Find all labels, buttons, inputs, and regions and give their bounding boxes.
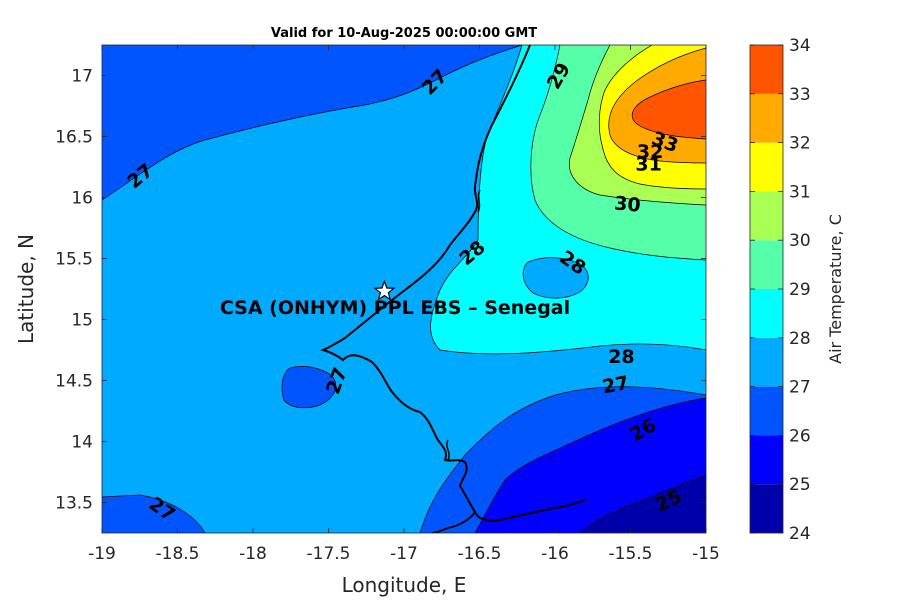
colorbar-tick-label: 28: [789, 329, 811, 349]
colorbar-tick-label: 26: [789, 426, 811, 446]
contour-line-27-north: [102, 45, 523, 201]
colorbar-tick-label: 29: [789, 280, 811, 300]
colorbar-label: Air Temperature, C: [826, 214, 845, 364]
colorbar: 24 25 26 27 28 29 30 31 32 33 34: [749, 36, 811, 544]
contour-line-28-lens: [522, 257, 589, 299]
colorbar-tick-label: 31: [789, 182, 811, 202]
contour-label: 30: [613, 192, 641, 216]
colorbar-segment: [750, 142, 783, 192]
colorbar-tick-label: 25: [789, 475, 811, 495]
y-tick-label: 14: [71, 433, 93, 453]
colorbar-tick-label: 32: [789, 134, 811, 154]
x-tick-label: -18: [239, 544, 267, 564]
y-tick-label: 16: [71, 189, 93, 209]
colorbar-tick-label: 33: [789, 85, 811, 105]
chart-title: Valid for 10-Aug-2025 00:00:00 GMT: [271, 26, 537, 41]
colorbar-segment: [750, 386, 783, 436]
y-axis-label: Latitude, N: [14, 234, 38, 344]
x-tick-label: -18.5: [156, 544, 200, 564]
x-tick-label: -15: [692, 544, 720, 564]
y-tick-label: 17: [71, 67, 93, 87]
colorbar-segment: [750, 45, 783, 94]
x-tick-label: -17.5: [307, 544, 351, 564]
colorbar-segment: [750, 484, 783, 533]
contour-line-27-south: [419, 386, 706, 533]
coastline: [319, 45, 586, 522]
contour-label: 32: [637, 141, 663, 163]
contour-label: 28: [608, 346, 634, 368]
colorbar-segment: [750, 337, 783, 387]
colorbar-segment: [750, 240, 783, 289]
y-tick-label: 15: [71, 311, 93, 331]
y-tick-label: 14.5: [55, 372, 93, 392]
colorbar-tick-label: 27: [789, 378, 811, 398]
x-tick-label: -19: [88, 544, 116, 564]
site-annotation: CSA (ONHYM) PPL EBS – Senegal: [220, 297, 570, 319]
colorbar-segment: [750, 191, 783, 241]
star-marker: [373, 279, 396, 301]
x-axis-ticks: -19 -18.5 -18 -17.5 -17 -16.5 -16 -15.5 -15: [88, 45, 720, 564]
temp-band-33-34: [632, 80, 706, 139]
colorbar-tick-label: 34: [789, 36, 811, 56]
coastline-gambia: [446, 189, 481, 461]
x-tick-label: -17: [390, 544, 418, 564]
contour-line-27-lens: [281, 366, 337, 409]
contour-line-30: [568, 45, 706, 206]
x-axis-label: Longitude, E: [342, 573, 467, 597]
contour-line-32: [608, 47, 706, 164]
x-tick-label: -16.5: [458, 544, 502, 564]
colorbar-tick-label: 30: [789, 231, 811, 251]
site-star-marker: [373, 279, 396, 301]
contour-line-31: [598, 45, 706, 190]
colorbar-tick-label: 24: [789, 524, 811, 544]
colorbar-segment: [750, 93, 783, 143]
colorbar-segment: [750, 289, 783, 338]
x-tick-label: -15.5: [609, 544, 653, 564]
colorbar-segment: [750, 435, 783, 485]
contour-line-25: [579, 474, 706, 533]
y-tick-label: 15.5: [55, 250, 93, 270]
temp-band-27-28-lens: [523, 257, 589, 299]
contour-line-26: [474, 397, 706, 533]
contour-line-27-southwest: [102, 494, 206, 533]
contour-label: 27: [601, 372, 631, 398]
y-tick-label: 13.5: [55, 494, 93, 514]
temp-band-24-25: [580, 475, 706, 533]
coastline-inlet: [431, 511, 476, 533]
temp-band-26-27-lens-west: [282, 366, 336, 408]
contour-label: 31: [635, 153, 661, 175]
x-tick-label: -16: [541, 544, 569, 564]
contour-lines: [102, 45, 706, 533]
y-axis-ticks: 13.5 14 14.5 15 15.5 16 16.5 17: [55, 67, 706, 514]
y-tick-label: 16.5: [55, 128, 93, 148]
contour-line-33: [631, 79, 706, 140]
contour-line-29: [530, 45, 706, 261]
